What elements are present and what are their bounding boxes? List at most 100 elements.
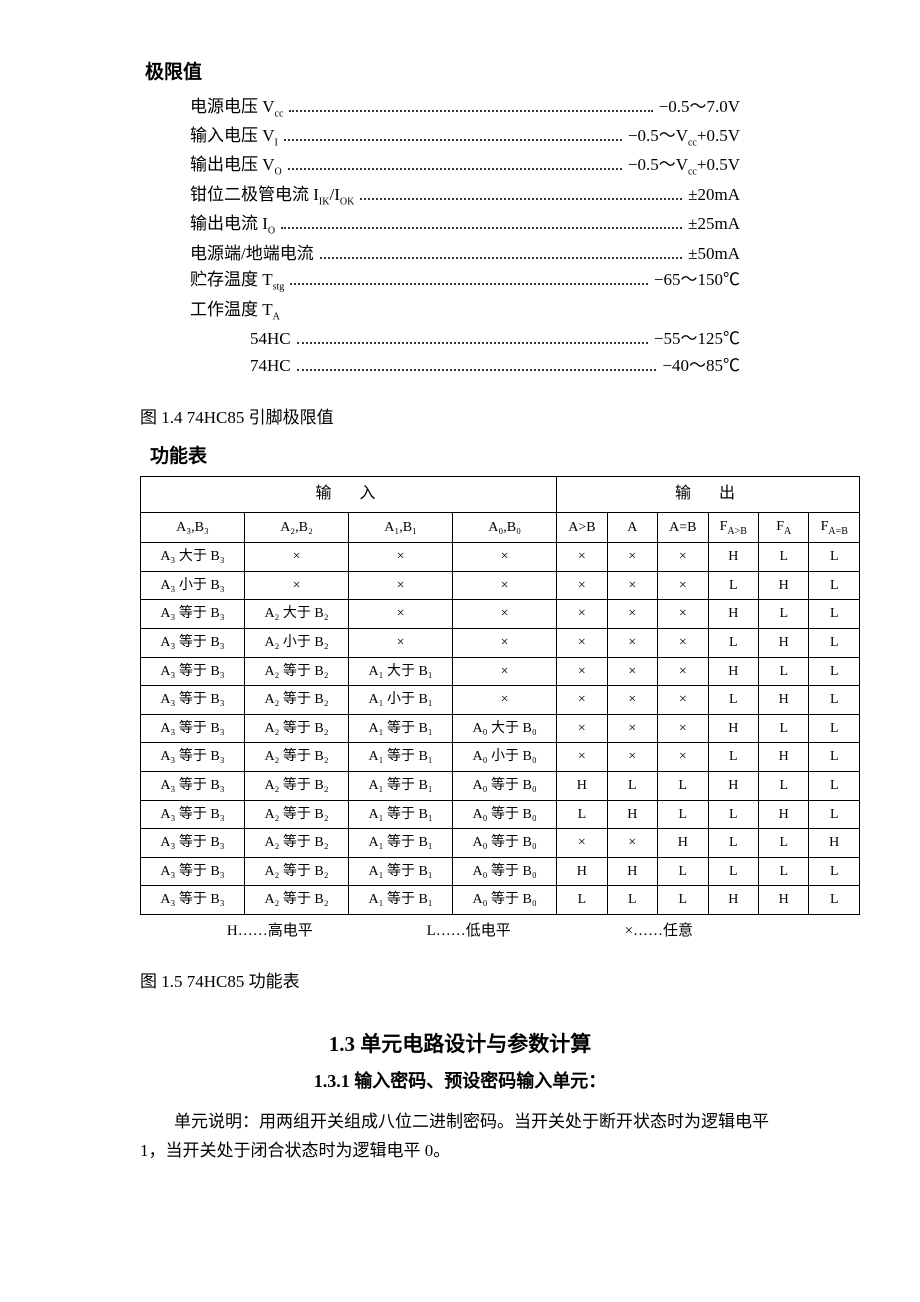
table-cell: H [708, 657, 758, 686]
table-cell: × [607, 600, 657, 629]
table-cell: × [607, 629, 657, 658]
table-row: A₃ 等于 B₃A₂ 大于 B₂×××××HLL [141, 600, 860, 629]
table-cell: L [658, 857, 708, 886]
table-cell: A₃ 等于 B₃ [141, 829, 245, 858]
table-cell: L [759, 829, 809, 858]
table-cell: L [809, 800, 860, 829]
table-cell: L [708, 857, 758, 886]
limit-value: ±25mA [688, 212, 740, 236]
table-cell: × [607, 686, 657, 715]
limit-value: −0.5～Vcc+0.5V [628, 124, 740, 150]
table-cell: L [708, 743, 758, 772]
limit-label: 74HC [250, 354, 291, 378]
table-cell: L [809, 743, 860, 772]
limit-value: −0.5～Vcc+0.5V [628, 153, 740, 179]
table-cell: L [708, 829, 758, 858]
table-cell: A₂ 等于 B₂ [245, 800, 349, 829]
table-cell: A₂ 等于 B₂ [245, 886, 349, 915]
limit-value: −0.5～7.0V [659, 95, 740, 119]
col-header: FA [759, 512, 809, 543]
limits-title: 极限值 [145, 60, 870, 87]
table-cell: L [809, 600, 860, 629]
limit-label: 电源电压 Vcc [190, 95, 283, 121]
table-cell: H [809, 829, 860, 858]
legend-item: L……低电平 [427, 921, 511, 942]
limit-label: 工作温度 TA [190, 298, 280, 324]
table-cell: L [759, 714, 809, 743]
table-cell: A₀ 等于 B₀ [453, 857, 557, 886]
table-cell: A₁ 等于 B₁ [349, 829, 453, 858]
table-cell: A₃ 等于 B₃ [141, 800, 245, 829]
table-cell: A₁ 等于 B₁ [349, 743, 453, 772]
table-cell: × [658, 657, 708, 686]
table-cell: A₀ 等于 B₀ [453, 829, 557, 858]
limit-label: 输出电流 IO [190, 212, 275, 238]
col-header: A₁,B₁ [349, 512, 453, 543]
table-row: A₃ 等于 B₃A₂ 等于 B₂A₁ 等于 B₁A₀ 等于 B₀HHLLLL [141, 857, 860, 886]
limit-value: −65～150℃ [654, 268, 740, 292]
table-cell: L [607, 772, 657, 801]
table-cell: L [759, 543, 809, 572]
table-cell: × [557, 543, 607, 572]
header-output: 输 出 [557, 477, 860, 512]
table-cell: H [708, 714, 758, 743]
limit-label: 钳位二极管电流 IIK/IOK [190, 183, 354, 209]
table-cell: H [708, 772, 758, 801]
leader-dots [288, 155, 622, 171]
table-cell: L [557, 800, 607, 829]
table-cell: L [809, 686, 860, 715]
table-cell: × [349, 571, 453, 600]
col-header: FA>B [708, 512, 758, 543]
table-cell: L [809, 886, 860, 915]
table-cell: A₃ 等于 B₃ [141, 600, 245, 629]
table-cell: L [809, 657, 860, 686]
table-cell: × [557, 629, 607, 658]
function-table: 输 入输 出A₃,B₃A₂,B₂A₁,B₁A₀,B₀A>BAA=BFA>BFAF… [140, 476, 860, 915]
leader-dots [281, 214, 682, 230]
table-cell: A₁ 等于 B₁ [349, 886, 453, 915]
table-cell: × [658, 543, 708, 572]
limit-value: −40～85℃ [662, 354, 740, 378]
table-cell: × [658, 571, 708, 600]
table-cell: L [607, 886, 657, 915]
table-cell: A₀ 等于 B₀ [453, 772, 557, 801]
table-cell: × [453, 543, 557, 572]
limit-row: 电源电压 Vcc −0.5～7.0V [190, 95, 740, 121]
table-row: A₃ 等于 B₃A₂ 等于 B₂A₁ 小于 B₁××××LHL [141, 686, 860, 715]
table-cell: × [557, 686, 607, 715]
table-cell: A₂ 等于 B₂ [245, 657, 349, 686]
table-row: A₃ 等于 B₃A₂ 等于 B₂A₁ 等于 B₁A₀ 等于 B₀××HLLH [141, 829, 860, 858]
table-cell: × [607, 571, 657, 600]
table-cell: H [759, 686, 809, 715]
limit-row: 电源端/地端电流±50mA [190, 242, 740, 266]
table-cell: H [607, 857, 657, 886]
table-row: A₃ 等于 B₃A₂ 等于 B₂A₁ 等于 B₁A₀ 等于 B₀HLLHLL [141, 772, 860, 801]
limit-label: 贮存温度 Tstg [190, 268, 284, 294]
limit-label: 输出电压 VO [190, 153, 282, 179]
table-cell: H [759, 629, 809, 658]
table-cell: × [658, 600, 708, 629]
table-cell: A₁ 大于 B₁ [349, 657, 453, 686]
table-row: A₃ 等于 B₃A₂ 等于 B₂A₁ 等于 B₁A₀ 小于 B₀×××LHL [141, 743, 860, 772]
table-cell: A₃ 等于 B₃ [141, 629, 245, 658]
table-cell: × [658, 686, 708, 715]
table-cell: L [809, 543, 860, 572]
table-cell: × [607, 829, 657, 858]
table-cell: × [453, 629, 557, 658]
table-cell: L [809, 772, 860, 801]
table-cell: × [245, 543, 349, 572]
leader-dots [289, 96, 652, 112]
table-cell: L [759, 772, 809, 801]
table-cell: H [557, 772, 607, 801]
table-row: A₃ 等于 B₃A₂ 等于 B₂A₁ 大于 B₁××××HLL [141, 657, 860, 686]
col-header: FA=B [809, 512, 860, 543]
col-header: A₃,B₃ [141, 512, 245, 543]
table-cell: H [759, 743, 809, 772]
limit-row: 输入电压 VI−0.5～Vcc+0.5V [190, 124, 740, 150]
table-cell: L [759, 600, 809, 629]
table-cell: × [557, 829, 607, 858]
table-cell: × [453, 600, 557, 629]
table-cell: L [658, 772, 708, 801]
limit-row: 钳位二极管电流 IIK/IOK±20mA [190, 183, 740, 209]
table-cell: × [658, 714, 708, 743]
